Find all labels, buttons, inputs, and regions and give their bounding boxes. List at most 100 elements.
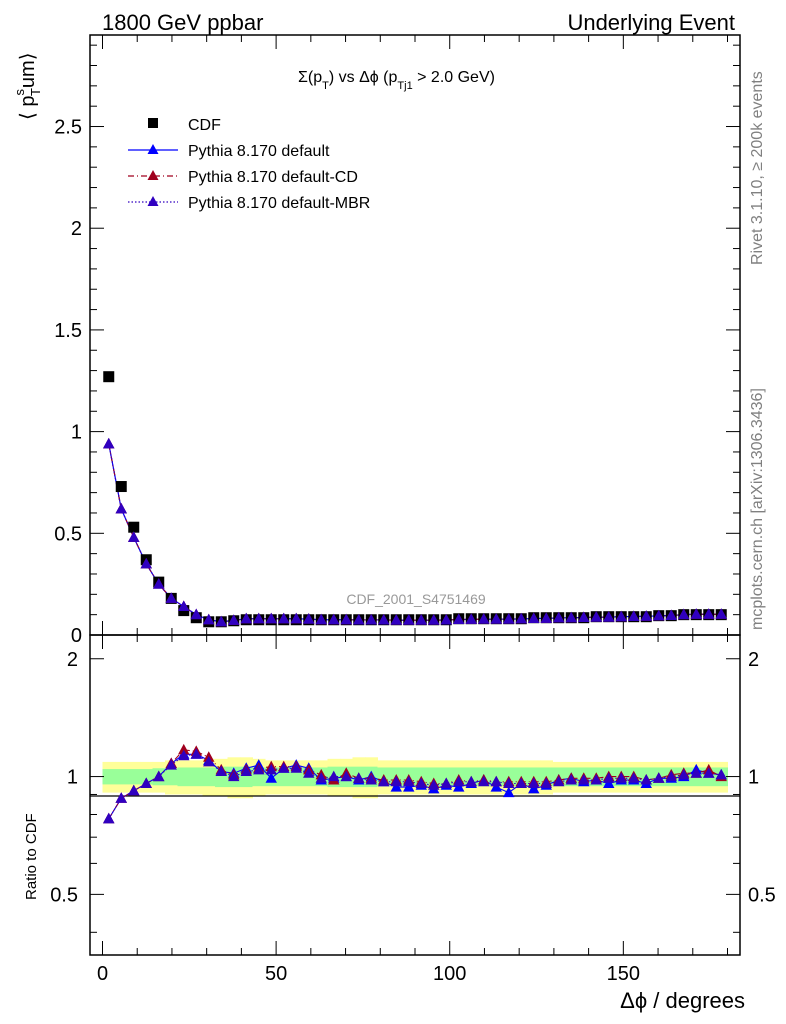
ratio-point-2	[690, 767, 702, 778]
ratio-ticks	[90, 635, 740, 955]
ratio-point-0	[403, 781, 415, 792]
mc-point-3	[128, 531, 140, 542]
ratio-band-inner	[127, 769, 141, 785]
ratio-ytick-label: 0.5	[50, 884, 78, 906]
mc-point-3	[203, 613, 215, 625]
main-ytick-label: 1.5	[54, 320, 82, 342]
mc-point-3	[715, 608, 727, 619]
legend-marker-cd	[147, 170, 159, 180]
ratio-band-inner	[440, 767, 453, 787]
mc-point-3	[490, 613, 502, 624]
mc-point-3	[540, 612, 552, 623]
xtick-label: 0	[97, 963, 108, 985]
xtick-label: 50	[265, 963, 287, 985]
ratio-band-inner	[165, 768, 178, 786]
ratio-point-2	[678, 768, 690, 780]
mcplots-label: mcplots.cern.ch [arXiv:1306.3436]	[749, 388, 766, 630]
ratio-panel: 0.5 0.5 1 1 2 2 Ratio to CDF	[23, 634, 776, 956]
ratio-point-2	[653, 772, 665, 783]
mc-point-3	[603, 611, 615, 622]
main-ytick-label: 0.5	[54, 523, 82, 545]
mc-point-3	[115, 502, 127, 514]
mc-point-3	[215, 615, 227, 627]
ratio-point-0	[453, 781, 465, 792]
ratio-point-2	[203, 755, 215, 767]
mc-point-3	[453, 613, 465, 625]
legend-label-cdf: CDF	[188, 117, 221, 134]
mc-point-3	[465, 613, 477, 624]
ratio-point-2	[390, 775, 402, 787]
title-sub-tj1: Tj1	[397, 80, 412, 92]
ylabel-sub: T	[28, 88, 43, 96]
ratio-point-2	[615, 772, 627, 783]
ratio-point-2	[165, 759, 177, 770]
ylabel-sup: s	[12, 89, 27, 96]
legend-item-cd: Pythia 8.170 default-CD	[128, 169, 358, 186]
ratio-point-2	[665, 770, 677, 782]
ratio-band-inner	[140, 769, 153, 785]
ratio-point-2	[578, 773, 590, 785]
main-series	[103, 371, 727, 628]
ratio-point-2	[240, 765, 252, 777]
ratio-point-0	[528, 782, 540, 794]
main-ytick-label: 1	[71, 422, 82, 444]
xtick-label: 150	[607, 963, 640, 985]
ratio-point-0	[390, 781, 402, 792]
mc-point-3	[665, 609, 677, 620]
mc-point-3	[315, 613, 327, 625]
ratio-point-2	[178, 749, 190, 761]
ratio-band-inner	[202, 767, 216, 787]
mc-point-3	[478, 613, 490, 624]
header-right: Underlying Event	[567, 10, 735, 35]
main-ytick-label: 0	[71, 625, 82, 647]
mc-point-3	[190, 608, 202, 620]
cdf-point	[103, 371, 115, 383]
mc-point-3	[390, 614, 402, 625]
mc-point-3	[565, 611, 577, 623]
title-part-mid: ) vs Δϕ (p	[329, 69, 398, 86]
mc-point-3	[328, 613, 340, 625]
mc-point-3	[503, 613, 515, 624]
legend: CDF Pythia 8.170 default Pythia 8.170 de…	[128, 117, 370, 212]
mc-point-3	[553, 611, 565, 623]
ratio-band-inner	[102, 769, 116, 785]
ratio-point-2	[140, 777, 152, 789]
ratio-ytick-label-right: 1	[748, 767, 759, 789]
ratio-point-2	[490, 775, 502, 787]
ratio-point-2	[315, 772, 327, 783]
mc-point-3	[103, 437, 115, 449]
mc-point-3	[403, 614, 415, 625]
mc-point-3	[528, 612, 540, 624]
legend-marker-mbr	[147, 196, 159, 206]
main-ytick-label: 2.5	[54, 117, 82, 139]
legend-label-mbr: Pythia 8.170 default-MBR	[188, 195, 370, 212]
mc-point-3	[590, 611, 602, 622]
analysis-watermark: CDF_2001_S4751469	[346, 591, 486, 607]
mc-point-3	[153, 578, 165, 589]
ylabel-b: um⟩	[17, 52, 39, 88]
ratio-point-2	[128, 784, 140, 796]
ratio-point-2	[528, 777, 540, 789]
xtick-label: 100	[433, 963, 466, 985]
ratio-ytick-label: 1	[67, 767, 78, 789]
ratio-point-2	[478, 775, 490, 787]
ratio-point-2	[365, 773, 377, 785]
mc-point-3	[378, 613, 390, 625]
ratio-point-2	[503, 777, 515, 789]
ratio-point-2	[703, 767, 715, 778]
mc-point-3	[615, 610, 627, 622]
mc-point-3	[690, 608, 702, 619]
mc-point-3	[703, 608, 715, 619]
ratio-point-2	[640, 773, 652, 785]
ratio-point-2	[603, 772, 615, 783]
ratio-point-2	[515, 777, 527, 789]
mc-point-3	[303, 613, 315, 624]
legend-label-cd: Pythia 8.170 default-CD	[188, 169, 358, 186]
rivet-label: Rivet 3.1.10, ≥ 200k events	[749, 71, 766, 265]
ratio-band-inner	[177, 767, 191, 787]
ratio-point-2	[278, 762, 290, 773]
mc-point-3	[640, 610, 652, 621]
legend-item-mbr: Pythia 8.170 default-MBR	[128, 195, 370, 212]
mc-point-3	[365, 613, 377, 625]
